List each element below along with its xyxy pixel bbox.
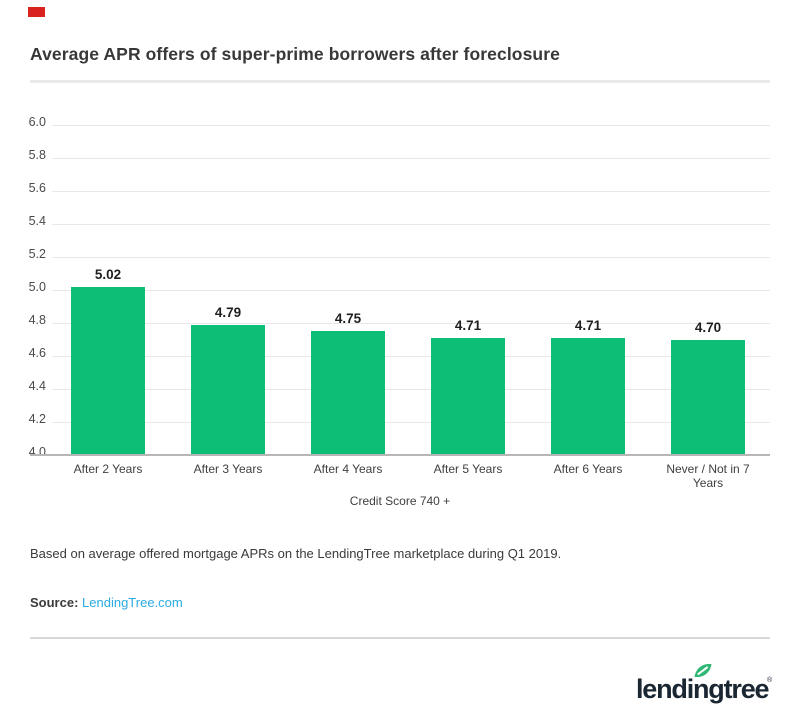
bar [311,331,385,455]
red-marker [28,7,45,17]
logo-wordmark: lendingtree [636,674,770,704]
x-axis-title: Credit Score 740 + [349,494,451,508]
y-axis-tick-label: 4.4 [28,379,46,393]
y-axis-tick-label: 5.8 [28,148,46,162]
y-axis-tick-label: 4.0 [28,445,46,459]
leaf-icon [693,660,713,681]
lendingtree-logo: lendingtree ® [630,656,780,708]
x-axis-line [30,454,770,456]
source-line: Source: LendingTree.com [30,595,183,610]
bar-value-label: 5.02 [94,266,122,282]
bar-value-label: 4.75 [334,311,362,327]
bar-value-label: 4.71 [454,317,482,333]
footnote-text: Based on average offered mortgage APRs o… [30,546,562,561]
x-axis-category-label: After 5 Years [433,462,503,476]
gridline [52,224,770,225]
y-axis-tick-label: 5.2 [28,247,46,261]
y-axis-tick-label: 4.6 [28,346,46,360]
gridline [52,356,770,357]
gridline [52,422,770,423]
gridline [52,257,770,258]
gridline [52,323,770,324]
bar [191,324,265,455]
y-axis-tick-label: 4.2 [28,412,46,426]
x-axis-category-label: After 6 Years [553,462,623,476]
bar [71,286,145,455]
y-axis-tick-label: 5.4 [28,214,46,228]
bar-value-label: 4.79 [214,304,242,320]
gridline [52,125,770,126]
bar [551,337,625,455]
footer-divider [30,637,770,639]
y-axis-tick-label: 5.0 [28,280,46,294]
y-axis-tick-label: 5.6 [28,181,46,195]
gridline [52,191,770,192]
registered-trademark: ® [767,677,773,684]
gridline [52,389,770,390]
bar-value-label: 4.70 [694,319,722,335]
x-axis-category-label: After 3 Years [193,462,263,476]
x-axis-category-label: After 2 Years [73,462,143,476]
bar [431,337,505,455]
x-axis-category-label: After 4 Years [313,462,383,476]
gridline [52,158,770,159]
y-axis-tick-label: 4.8 [28,313,46,327]
chart-title: Average APR offers of super-prime borrow… [30,44,560,64]
title-divider [30,80,770,83]
source-label: Source: [30,595,79,610]
bar [671,339,745,455]
y-axis-tick-label: 6.0 [28,115,46,129]
x-axis-category-label: Never / Not in 7 Years [666,462,750,490]
bar-value-label: 4.71 [574,317,602,333]
gridline [52,290,770,291]
source-link[interactable]: LendingTree.com [82,595,183,610]
